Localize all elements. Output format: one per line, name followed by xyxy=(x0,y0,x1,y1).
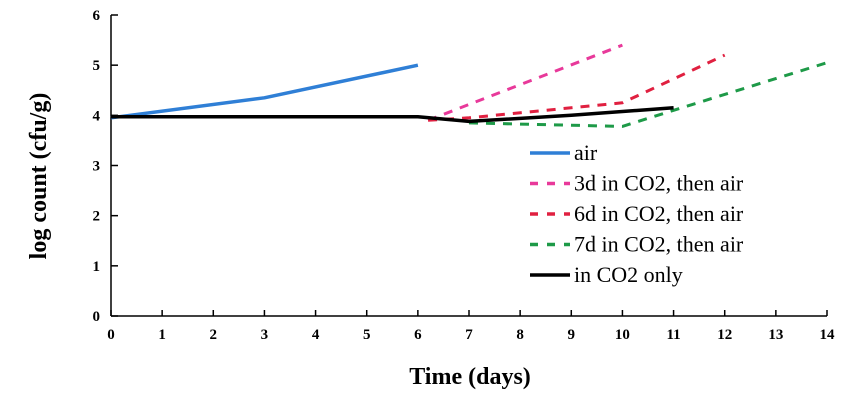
legend-label: 3d in CO2, then air xyxy=(574,171,744,196)
x-tick-label: 10 xyxy=(615,327,630,343)
x-tick-label: 11 xyxy=(666,327,680,343)
x-tick-label: 1 xyxy=(158,327,166,343)
x-tick-label: 7 xyxy=(465,327,473,343)
y-tick-label: 0 xyxy=(93,309,101,325)
legend: air 3d in CO2, then air 6d in CO2, then ai… xyxy=(530,140,744,287)
x-tick-label: 6 xyxy=(414,327,422,343)
legend-label: air xyxy=(574,140,598,165)
series-line xyxy=(428,53,726,122)
x-tick-label: 4 xyxy=(312,327,320,343)
x-tick-label: 13 xyxy=(768,327,783,343)
series-line xyxy=(111,106,674,124)
y-tick-label: 5 xyxy=(93,58,101,74)
y-tick-label: 1 xyxy=(93,259,101,275)
y-tick-label: 3 xyxy=(93,159,101,175)
series-layer xyxy=(110,43,828,128)
x-tick-label: 12 xyxy=(717,327,732,343)
legend-label: 6d in CO2, then air xyxy=(574,201,744,226)
series-line xyxy=(110,63,419,120)
series-line xyxy=(427,43,623,122)
x-tick-label: 8 xyxy=(516,327,524,343)
y-axis-label: log count (cfu/g) xyxy=(26,93,52,260)
x-tick-label: 3 xyxy=(261,327,269,343)
legend-label: in CO2 only xyxy=(574,262,683,287)
x-tick-label: 9 xyxy=(568,327,576,343)
x-tick-label: 2 xyxy=(210,327,218,343)
y-tick-label: 2 xyxy=(93,209,101,225)
x-tick-label: 5 xyxy=(363,327,371,343)
y-tick-label: 4 xyxy=(93,108,101,124)
series-line xyxy=(468,61,828,128)
x-axis-label: Time (days) xyxy=(409,364,531,390)
legend-label: 7d in CO2, then air xyxy=(574,232,744,257)
y-tick-label: 6 xyxy=(93,8,101,24)
x-tick-label: 14 xyxy=(820,327,836,343)
x-tick-label: 0 xyxy=(107,327,115,343)
